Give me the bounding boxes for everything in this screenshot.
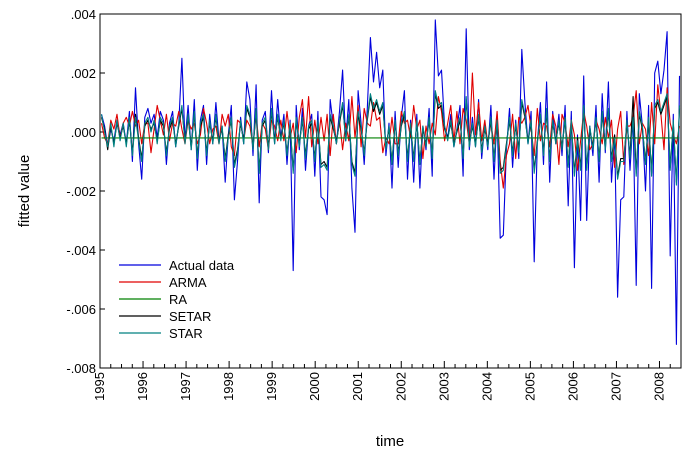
y-tick-label: -.006 — [66, 302, 96, 317]
x-tick-label: 1996 — [135, 372, 150, 401]
y-axis-ticks: .004 .002 .000 -.002 -.004 -.006 -.008 — [66, 7, 105, 376]
x-tick-label: 2006 — [565, 372, 580, 401]
y-tick-label: -.008 — [66, 361, 96, 376]
x-tick-label: 1998 — [221, 372, 236, 401]
series-lines — [100, 19, 681, 345]
x-tick-label: 1995 — [92, 372, 107, 401]
y-axis-title: fitted value — [16, 155, 33, 228]
legend-label: SETAR — [169, 309, 211, 324]
legend-label: RA — [169, 292, 187, 307]
series-line-actual-data — [100, 19, 681, 345]
x-tick-label: 2001 — [350, 372, 365, 401]
y-tick-label: .004 — [71, 7, 96, 22]
y-tick-label: .002 — [71, 66, 96, 81]
x-axis-ticks: 1995 1996 1997 1998 1999 2000 2001 2002 2003 2004… — [92, 361, 682, 401]
y-tick-label: -.004 — [66, 243, 96, 258]
x-tick-label: 2002 — [393, 372, 408, 401]
x-tick-label: 2007 — [608, 372, 623, 401]
legend-label: STAR — [169, 326, 203, 341]
x-tick-label: 2003 — [436, 372, 451, 401]
x-axis-title: time — [376, 433, 404, 450]
x-tick-label: 2000 — [307, 372, 322, 401]
series-line-star — [100, 90, 681, 186]
x-tick-label: 2008 — [651, 372, 666, 401]
legend-label: Actual data — [169, 258, 235, 273]
x-tick-label: 2004 — [479, 372, 494, 401]
plot-frame — [99, 13, 682, 369]
legend: Actual data ARMA RA SETAR STAR — [119, 258, 235, 341]
series-line-arma — [100, 72, 681, 189]
legend-label: ARMA — [169, 275, 207, 290]
y-tick-label: -.002 — [66, 184, 96, 199]
x-tick-label: 2005 — [522, 372, 537, 401]
x-tick-label: 1999 — [264, 372, 279, 401]
x-tick-label: 1997 — [178, 372, 193, 401]
y-tick-label: .000 — [71, 125, 96, 140]
